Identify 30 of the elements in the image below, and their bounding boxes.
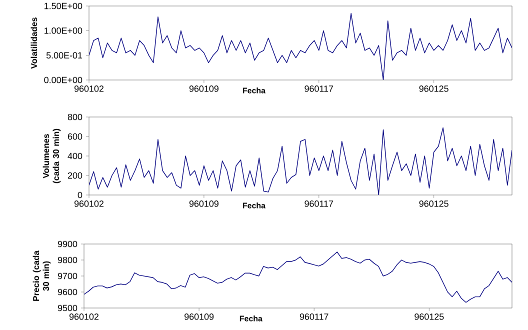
x-tick-label: 960109 bbox=[189, 200, 218, 207]
x-tick-label: 960109 bbox=[184, 314, 214, 320]
x-tick-label: 960102 bbox=[69, 314, 98, 320]
x-tick-label: 960109 bbox=[189, 86, 218, 92]
y-tick-label: 0.00E+00 bbox=[44, 76, 82, 84]
y-axis-title: Volumenes (cada 30 min) bbox=[42, 128, 61, 184]
y-tick-label: 9900 bbox=[58, 240, 78, 248]
y-tick-label: 5.00E-01 bbox=[46, 52, 82, 59]
y-tick-label: 800 bbox=[68, 114, 82, 120]
x-tick-label: 960102 bbox=[74, 86, 104, 92]
x-tick-label: 960117 bbox=[304, 86, 334, 92]
x-tick-label: 960125 bbox=[414, 314, 444, 320]
y-tick-label: 200 bbox=[68, 172, 82, 179]
x-tick-label: 960117 bbox=[304, 200, 334, 207]
x-tick-label: 960125 bbox=[419, 86, 448, 92]
line-series bbox=[89, 127, 512, 195]
y-tick-label: 1.50E+00 bbox=[44, 2, 82, 10]
y-tick-label: 9500 bbox=[58, 304, 78, 312]
y-tick-label: 9700 bbox=[58, 272, 78, 280]
y-tick-label: 9600 bbox=[58, 288, 78, 296]
x-tick-label: 960102 bbox=[74, 200, 104, 207]
y-tick-label: 400 bbox=[68, 152, 82, 160]
y-tick-label: 0 bbox=[78, 192, 82, 198]
y-axis-title: Volatilidades bbox=[30, 18, 37, 69]
x-tick-label: 960117 bbox=[300, 314, 328, 320]
y-tick-label: 9800 bbox=[58, 256, 78, 264]
y-axis-title: Precio (cada 30 min) bbox=[32, 250, 51, 301]
y-tick-label: 600 bbox=[68, 133, 82, 140]
x-tick-label: 960125 bbox=[419, 200, 448, 207]
y-tick-label: 1.00E+00 bbox=[44, 27, 82, 34]
